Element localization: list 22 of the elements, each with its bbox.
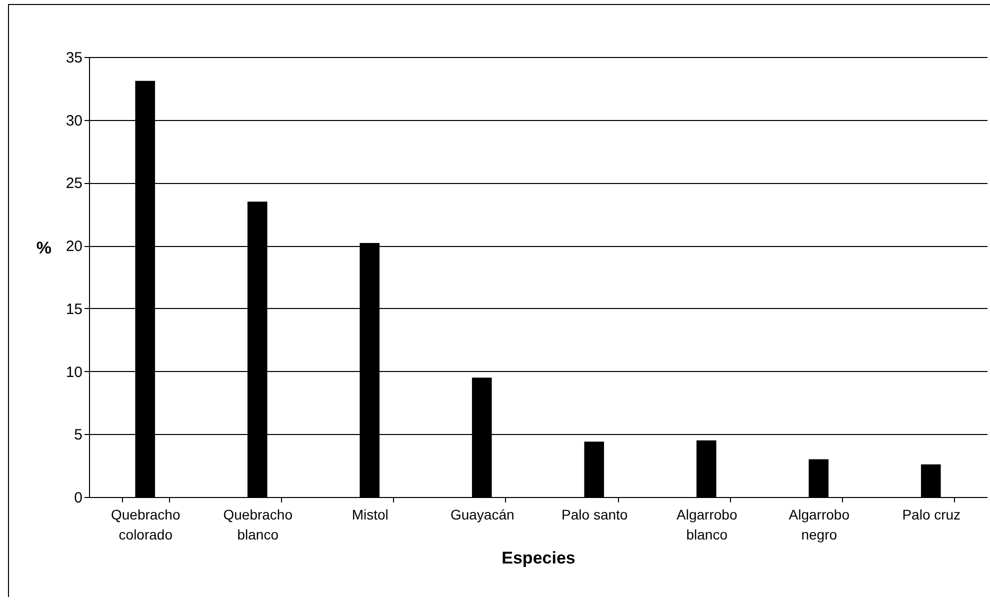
x-tick-label: Mistol bbox=[352, 506, 388, 522]
y-tick-label: 25 bbox=[66, 175, 82, 192]
x-axis-title: Especies bbox=[502, 548, 576, 568]
y-tick-label: 0 bbox=[74, 490, 82, 506]
x-tick-label: Algarrobo blanco bbox=[676, 506, 738, 542]
y-tick-label: 35 bbox=[66, 50, 82, 66]
y-tick-label: 5 bbox=[74, 426, 82, 444]
x-tick-label: Guayacán bbox=[450, 506, 514, 522]
y-tick-label: 10 bbox=[66, 364, 82, 381]
y-tick-label: 30 bbox=[66, 112, 82, 130]
x-tick-label: Algarrobo negro bbox=[788, 506, 850, 542]
bar bbox=[584, 442, 604, 497]
y-tick-label: 15 bbox=[66, 300, 82, 318]
y-tick-label: 20 bbox=[66, 238, 82, 256]
y-axis-title: % bbox=[36, 238, 52, 258]
bar bbox=[808, 459, 829, 497]
x-tick-label: Palo santo bbox=[562, 506, 628, 522]
bar bbox=[696, 440, 716, 497]
x-tick-label: Palo cruz bbox=[902, 506, 961, 522]
bar bbox=[920, 464, 941, 497]
x-tick-label: Quebracho blanco bbox=[223, 506, 293, 542]
x-tick-label: Quebracho colorado bbox=[110, 506, 180, 542]
